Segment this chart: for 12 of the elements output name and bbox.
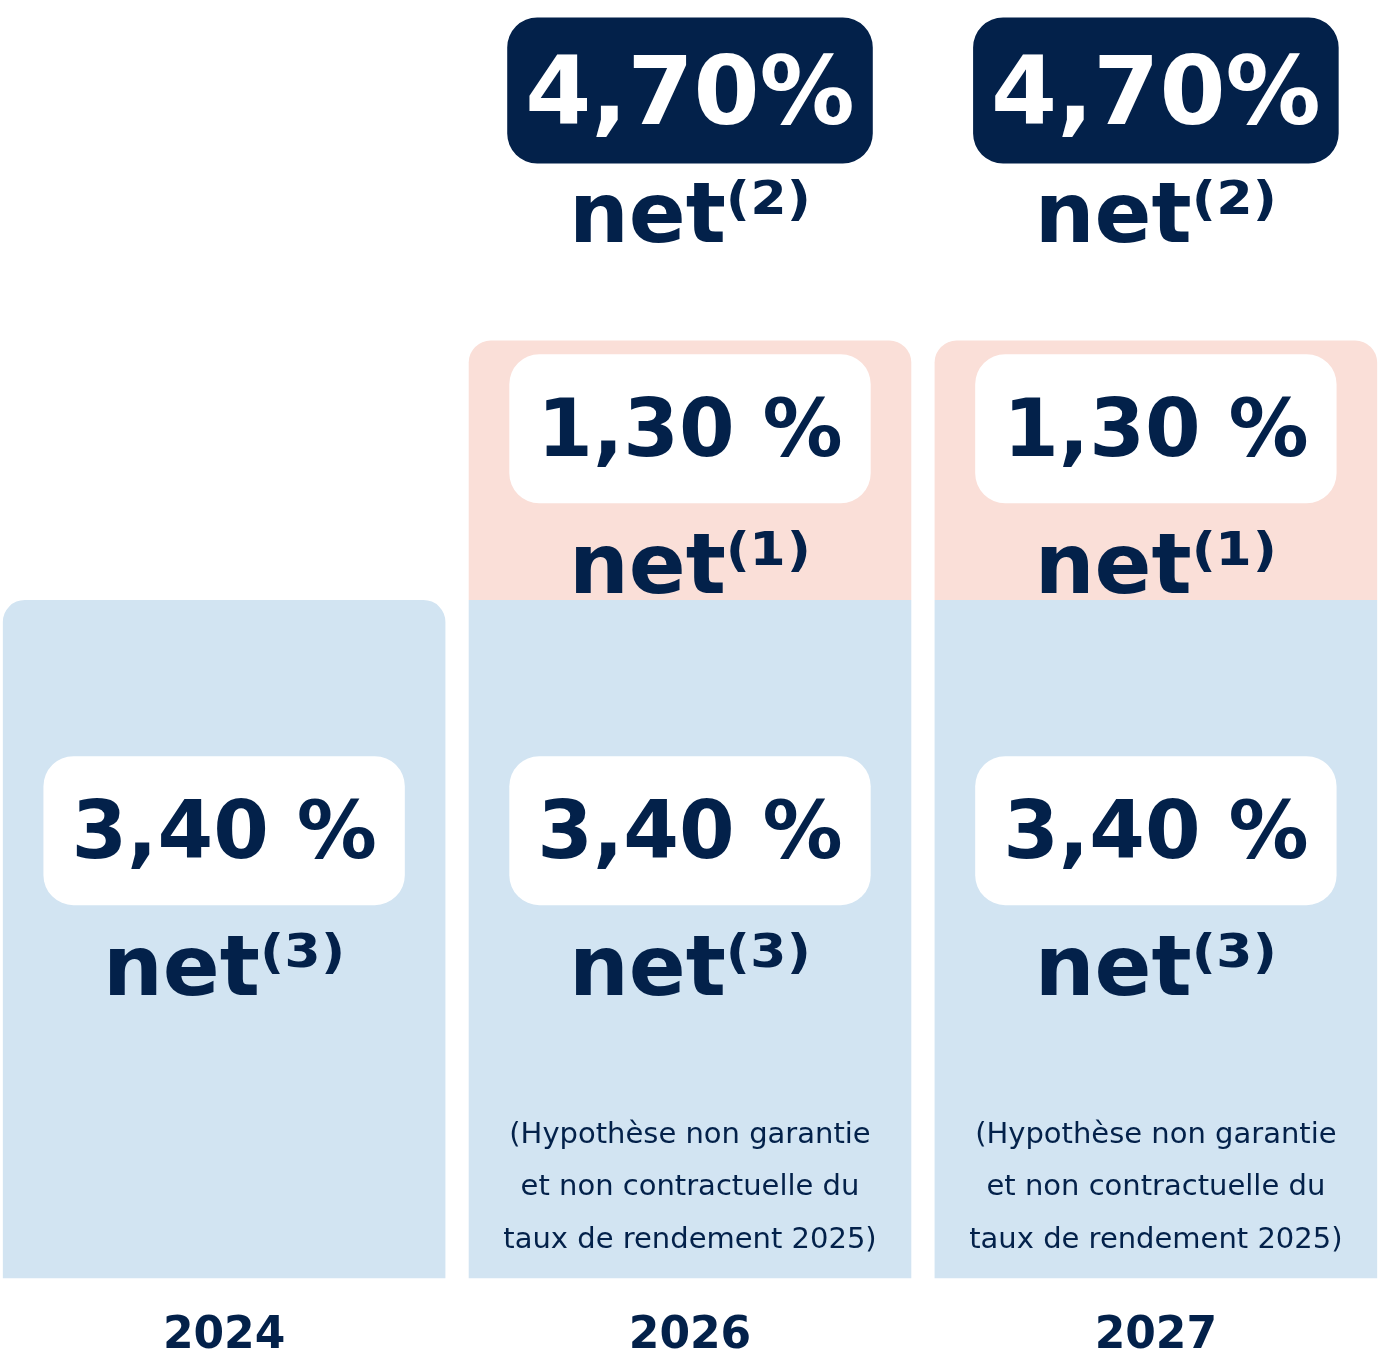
- x-tick-label: 2027: [1094, 1306, 1218, 1358]
- total-label: 4,70% net⁽²⁾: [525, 35, 855, 262]
- data-label: 3,40 % net⁽³⁾: [71, 784, 377, 1015]
- x-tick-label: 2024: [162, 1306, 286, 1358]
- data-label: 3,40 % net⁽³⁾: [537, 784, 843, 1015]
- data-label: 1,30 % net⁽¹⁾: [1003, 382, 1309, 613]
- total-label: 4,70% net⁽²⁾: [991, 35, 1321, 262]
- annotation: (Hypothèse non garantie et non contractuelle du taux de rendement 2025): [969, 1115, 1343, 1256]
- x-tick-label: 2026: [628, 1306, 752, 1358]
- annotation: (Hypothèse non garantie et non contractuelle du taux de rendement 2025): [503, 1115, 877, 1256]
- data-label: 1,30 % net⁽¹⁾: [537, 382, 843, 613]
- data-label: 3,40 % net⁽³⁾: [1003, 784, 1309, 1015]
